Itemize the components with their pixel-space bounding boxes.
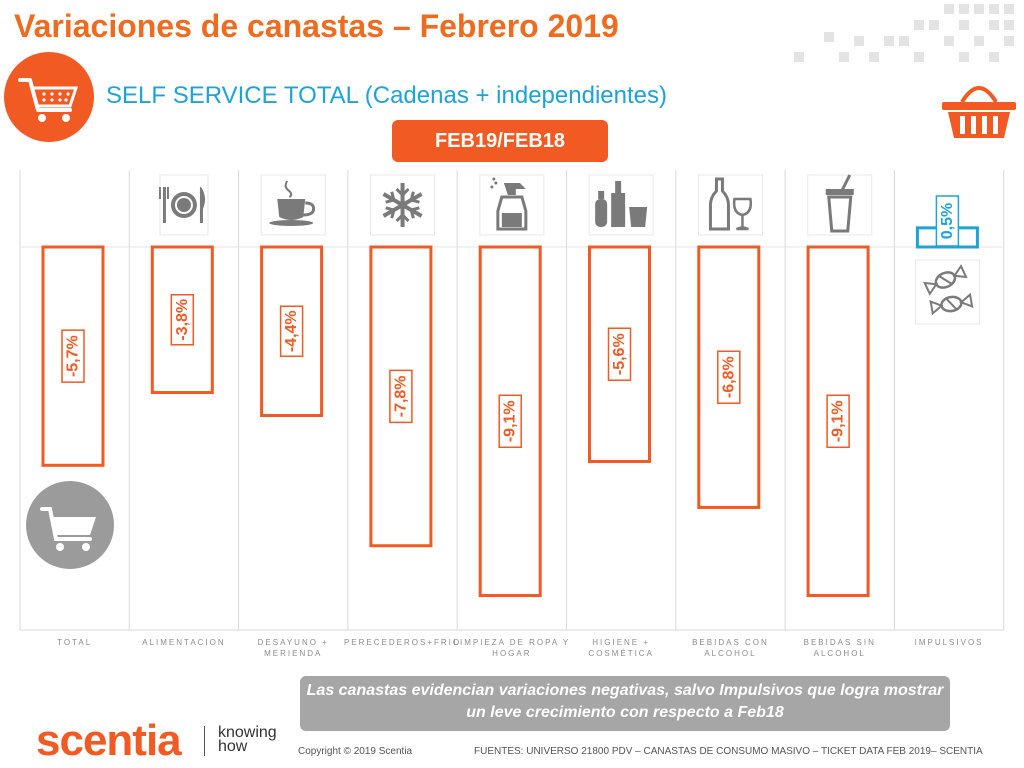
- data-label-box: [826, 394, 850, 449]
- category-label: BEBIDAS CON: [692, 638, 769, 647]
- data-label: -5,7%: [65, 335, 82, 377]
- data-label-box: [170, 294, 195, 346]
- period-badge: FEB19/FEB18: [392, 120, 608, 162]
- brand-tagline: knowing how: [218, 724, 277, 755]
- coffee-cup-icon: [260, 174, 326, 236]
- sources-text: FUENTES: UNIVERSO 21800 PDV – CANASTAS D…: [474, 746, 983, 757]
- category-label: PERECEDEROS+FRIO: [344, 638, 461, 647]
- basket-icon: [942, 86, 1016, 138]
- data-label: -7,8%: [392, 375, 409, 417]
- category-label: DESAYUNO +: [258, 638, 329, 647]
- data-label-box: [717, 350, 741, 404]
- summary-message: Las canastas evidencian variaciones nega…: [300, 676, 950, 731]
- category-label: IMPULSIVOS: [915, 638, 984, 647]
- bar: [478, 245, 542, 598]
- wine-icon: [697, 174, 763, 236]
- category-label: ALCOHOL: [704, 649, 756, 658]
- page-title: Variaciones de canastas – Febrero 2019: [14, 8, 619, 44]
- data-label: -4,4%: [283, 310, 300, 352]
- soda-cup-icon: [807, 174, 873, 236]
- spray-bottle-icon: [479, 174, 545, 236]
- data-label: -5,6%: [611, 333, 628, 375]
- data-label: -3,8%: [174, 299, 191, 341]
- category-label: ALCOHOL: [814, 649, 866, 658]
- bar: [41, 245, 105, 467]
- data-label-box: [61, 329, 85, 383]
- data-label: 0,5%: [939, 203, 956, 239]
- category-label: BEBIDAS SIN: [804, 638, 876, 647]
- snowflake-icon: [370, 174, 436, 236]
- category-label: COSMÉTICA: [588, 649, 654, 658]
- data-label-box: [607, 327, 632, 381]
- logo-divider: [204, 726, 205, 756]
- cosmetics-icon: [588, 174, 654, 236]
- data-label-box: [935, 195, 960, 247]
- data-label-box: [498, 394, 522, 449]
- decorative-square-pattern: [794, 4, 1014, 62]
- data-label: -6,8%: [720, 356, 737, 398]
- category-label: HOGAR: [492, 649, 531, 658]
- page-subtitle: SELF SERVICE TOTAL (Cadenas + independie…: [106, 82, 667, 109]
- tagline-line-1: knowing: [218, 724, 277, 741]
- category-label: LIMPIEZA DE ROPA Y: [454, 638, 571, 647]
- cart-icon: [26, 481, 114, 569]
- data-label: -9,1%: [502, 400, 519, 442]
- shopping-cart-logo-icon: [4, 52, 94, 142]
- copyright-text: Copyright © 2019 Scentia: [298, 746, 413, 757]
- category-label: HIGIENE +: [592, 638, 650, 647]
- category-label: ALIMENTACION: [142, 638, 225, 647]
- cutlery-icon: [158, 174, 209, 236]
- candy-icon: [914, 259, 980, 325]
- data-label-box: [279, 305, 304, 358]
- data-label: -9,1%: [830, 400, 847, 442]
- tagline-line-2: how: [218, 738, 248, 755]
- category-label: MERIENDA: [264, 649, 322, 658]
- category-label: TOTAL: [57, 638, 92, 647]
- scentia-logo: scentia: [36, 716, 182, 765]
- data-label-box: [389, 369, 413, 424]
